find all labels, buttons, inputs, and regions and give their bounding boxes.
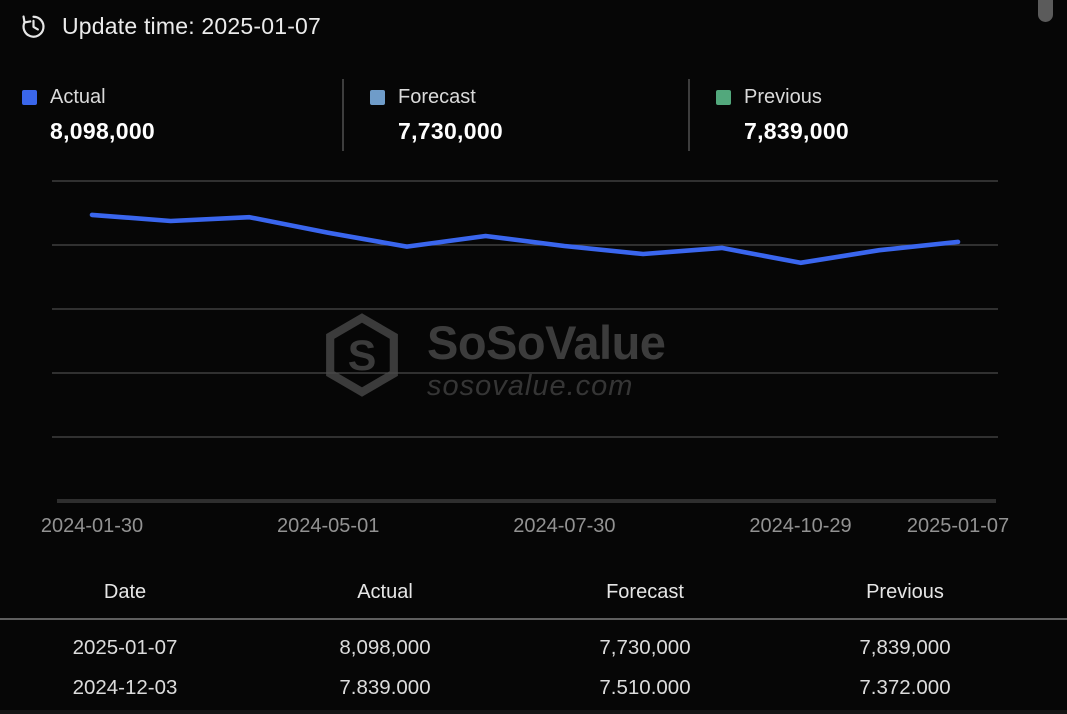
scrollbar-thumb[interactable]	[1038, 0, 1053, 22]
legend-item-previous: Previous 7,839,000	[716, 86, 849, 145]
legend-divider	[342, 79, 344, 151]
table-header-cell: Previous	[866, 581, 944, 603]
chart-plot-svg	[52, 180, 998, 503]
legend-label: Actual	[50, 86, 106, 108]
legend-label: Previous	[744, 86, 822, 108]
legend-label: Forecast	[398, 86, 476, 108]
table-header-cell: Actual	[357, 581, 413, 603]
actual-swatch-icon	[22, 90, 37, 105]
legend-value: 7,839,000	[744, 118, 850, 144]
forecast-swatch-icon	[370, 90, 385, 105]
bottom-edge-divider	[0, 710, 1067, 714]
legend-item-forecast: Forecast 7,730,000	[370, 86, 503, 145]
data-table-header: Date Actual Forecast Previous	[0, 572, 1035, 612]
legend-divider	[688, 79, 690, 151]
table-cell: 7,730,000	[599, 636, 691, 659]
line-chart[interactable]: S SoSoValue sosovalue.com	[0, 160, 1067, 520]
previous-swatch-icon	[716, 90, 731, 105]
table-header-divider	[0, 618, 1067, 620]
x-axis-label: 2025-01-07	[906, 515, 1010, 537]
x-axis-label: 2024-01-30	[40, 515, 144, 537]
table-cell: 8,098,000	[339, 636, 431, 659]
update-time-text: Update time: 2025-01-07	[62, 13, 322, 39]
table-row[interactable]: 2024-12-03 7.839.000 7.510.000 7.372.000	[0, 668, 1035, 708]
x-axis-label: 2024-05-01	[277, 515, 380, 537]
history-clock-icon	[20, 13, 47, 40]
x-axis-label: 2024-10-29	[749, 515, 852, 537]
legend-item-actual: Actual 8,098,000	[22, 86, 155, 145]
legend-value: 7,730,000	[398, 118, 504, 144]
x-axis-label: 2024-07-30	[513, 515, 616, 537]
table-cell: 7,839,000	[859, 636, 951, 659]
actual-series-line[interactable]	[89, 212, 961, 266]
update-time-row: Update time: 2025-01-07	[20, 13, 321, 40]
table-row[interactable]: 2025-01-07 8,098,000 7,730,000 7,839,000	[0, 628, 1035, 668]
x-axis: 2024-01-30 2024-05-01 2024-07-30 2024-10-29…	[0, 515, 1067, 543]
table-cell: 2024-12-03	[72, 676, 178, 699]
table-header-cell: Forecast	[606, 581, 684, 603]
data-table-body: 2025-01-07 8,098,000 7,730,000 7,839,000 202…	[0, 628, 1035, 708]
table-cell: 7.839.000	[339, 676, 431, 699]
table-cell: 7.372.000	[859, 676, 951, 699]
table-header-cell: Date	[103, 581, 147, 603]
table-cell: 2025-01-07	[72, 636, 178, 659]
table-cell: 7.510.000	[599, 676, 691, 699]
legend-value: 8,098,000	[50, 118, 156, 144]
